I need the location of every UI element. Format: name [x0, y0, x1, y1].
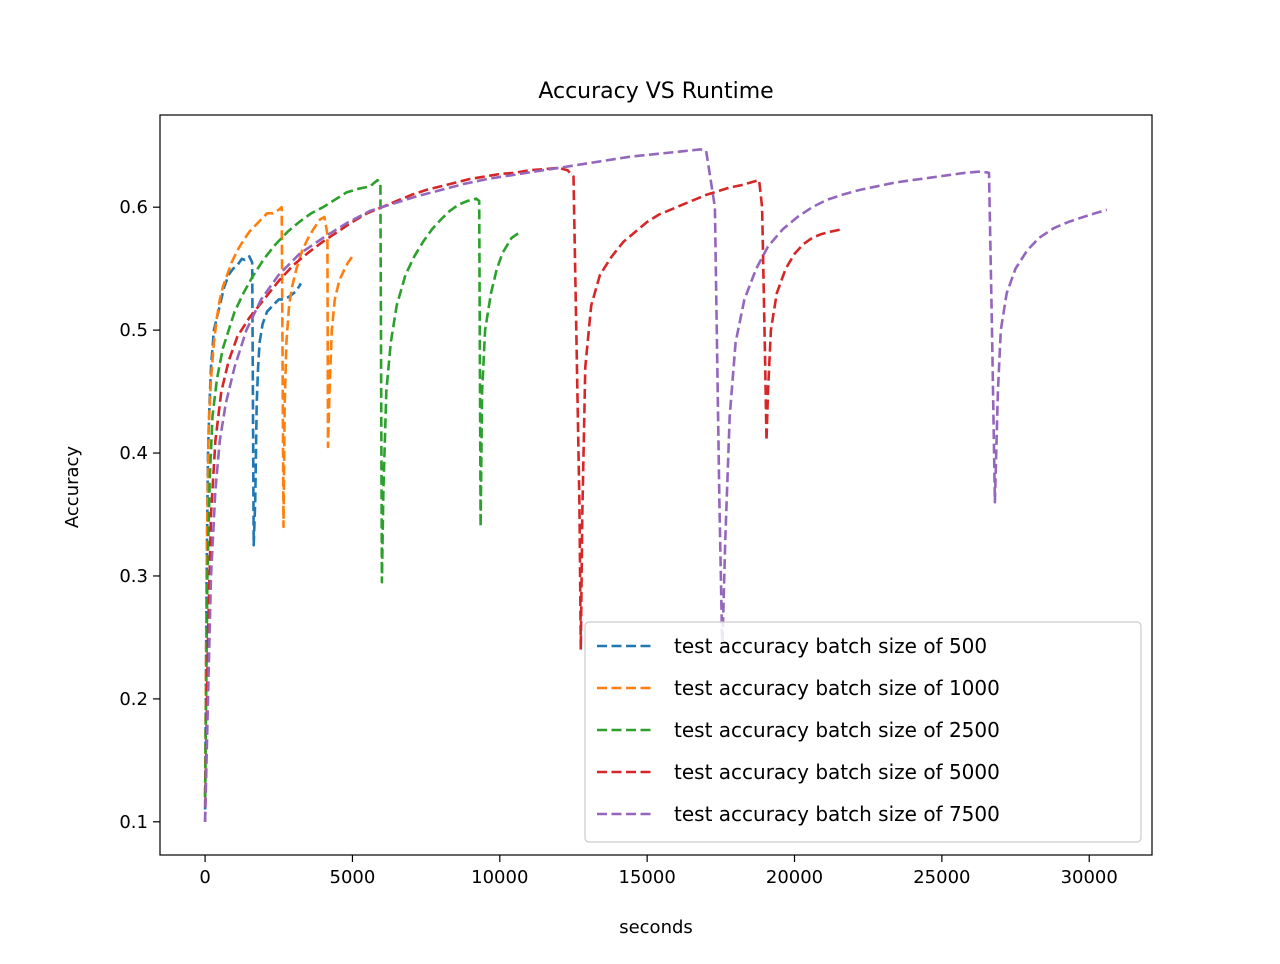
x-axis: 0 5000 10000 15000 20000 25000 30000: [199, 855, 1118, 888]
y-tick-label: 0.5: [119, 320, 148, 341]
x-tick-label: 20000: [766, 867, 823, 888]
legend-box: [584, 621, 1142, 843]
y-tick-label: 0.3: [119, 566, 148, 587]
x-axis-label: seconds: [619, 917, 693, 938]
legend-label: test accuracy batch size of 2500: [674, 718, 1000, 742]
plot-frame: [159, 114, 1153, 856]
x-tick-label: 25000: [913, 867, 970, 888]
series-line-3: [203, 178, 522, 798]
y-tick-label: 0.6: [119, 197, 148, 218]
legend-label: test accuracy batch size of 1000: [674, 676, 1000, 700]
chart-title: Accuracy VS Runtime: [538, 79, 773, 104]
legend-item: test accuracy batch size of 5000: [597, 760, 1000, 784]
series-lines: [203, 148, 1108, 822]
y-tick-label: 0.1: [119, 812, 148, 833]
series-line-2: [203, 205, 354, 798]
legend: test accuracy batch size of 500 test accu…: [584, 621, 1142, 843]
y-axis: 0.1 0.2 0.3 0.4 0.5 0.6: [119, 197, 160, 833]
legend-item: test accuracy batch size of 500: [597, 634, 987, 658]
x-tick-label: 5000: [330, 867, 376, 888]
y-tick-label: 0.2: [119, 689, 148, 710]
x-tick-label: 0: [199, 867, 210, 888]
x-tick-label: 30000: [1061, 867, 1118, 888]
series-line-5: [203, 148, 1108, 822]
y-axis-label: Accuracy: [62, 446, 83, 529]
legend-item: test accuracy batch size of 7500: [597, 802, 1000, 826]
series-line-4: [203, 166, 842, 822]
legend-label: test accuracy batch size of 500: [674, 634, 987, 658]
x-tick-label: 10000: [471, 867, 528, 888]
y-tick-label: 0.4: [119, 443, 148, 464]
x-tick-label: 15000: [619, 867, 676, 888]
legend-item: test accuracy batch size of 1000: [597, 676, 1000, 700]
legend-label: test accuracy batch size of 7500: [674, 802, 1000, 826]
legend-label: test accuracy batch size of 5000: [674, 760, 1000, 784]
legend-item: test accuracy batch size of 2500: [597, 718, 1000, 742]
